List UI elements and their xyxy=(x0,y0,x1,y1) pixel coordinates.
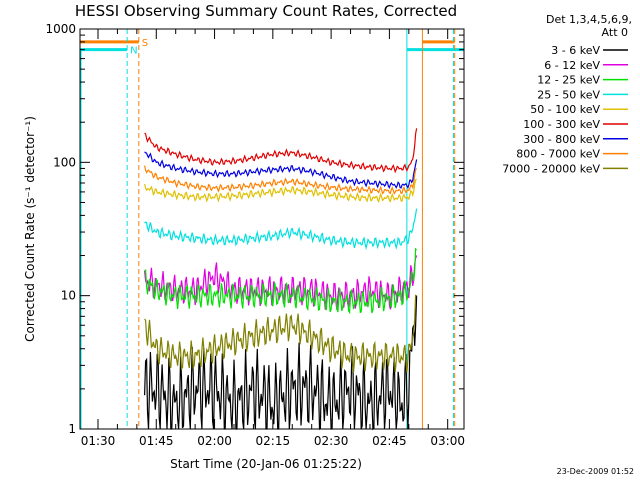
legend-entry-label: 12 - 25 keV xyxy=(537,74,600,87)
legend-entry-label: 100 - 300 keV xyxy=(523,118,600,131)
x-tick-label: 02:30 xyxy=(314,434,349,448)
x-tick-label: 01:30 xyxy=(81,434,116,448)
series-line-0 xyxy=(144,295,418,431)
legend-entry-label: 300 - 800 keV xyxy=(523,133,600,146)
plot-frame xyxy=(79,28,465,430)
x-axis-label: Start Time (20-Jan-06 01:25:22) xyxy=(170,457,362,471)
series-line-2 xyxy=(144,247,418,315)
series-line-7 xyxy=(144,165,418,195)
series-line-5 xyxy=(144,128,418,174)
y-axis-ticks: 1 10 100 1000 xyxy=(45,22,464,436)
legend-header-1: Det 1,3,4,5,6,9, xyxy=(546,13,632,26)
y-axis-label: Corrected Count Rate (s⁻¹ detector⁻¹) xyxy=(23,116,37,342)
legend: Det 1,3,4,5,6,9, Att 0 3 - 6 keV 6 - 12 k… xyxy=(502,13,632,175)
legend-entry-label: 6 - 12 keV xyxy=(544,59,600,72)
y-tick-label: 10 xyxy=(61,289,76,303)
x-tick-label: 02:00 xyxy=(197,434,232,448)
series-lines xyxy=(144,128,418,431)
timestamp: 23-Dec-2009 01:52 xyxy=(557,467,634,476)
marker-label-S: S xyxy=(142,38,148,49)
x-tick-label: 02:15 xyxy=(256,434,291,448)
x-tick-label: 03:00 xyxy=(430,434,465,448)
x-tick-label: 02:45 xyxy=(372,434,407,448)
legend-entry-label: 25 - 50 keV xyxy=(537,88,600,101)
y-tick-label: 1 xyxy=(68,422,76,436)
legend-header-2: Att 0 xyxy=(602,26,628,39)
legend-entry-label: 7000 - 20000 keV xyxy=(502,162,600,175)
marker-label-N: N xyxy=(130,46,137,57)
series-line-8 xyxy=(144,294,417,373)
y-tick-label: 1000 xyxy=(45,22,76,36)
series-line-4 xyxy=(144,178,418,203)
legend-entry-label: 3 - 6 keV xyxy=(551,44,600,57)
legend-entry-label: 800 - 7000 keV xyxy=(516,148,600,161)
y-tick-label: 100 xyxy=(53,155,76,169)
series-line-3 xyxy=(144,208,418,251)
legend-entry-label: 50 - 100 keV xyxy=(530,103,600,116)
event-vlines xyxy=(80,29,456,429)
series-line-6 xyxy=(144,151,418,190)
x-axis-ticks: 01:30 01:45 02:00 02:15 02:30 02:45 03:00 xyxy=(81,29,465,448)
chart-title: HESSI Observing Summary Count Rates, Cor… xyxy=(75,2,457,20)
x-tick-label: 01:45 xyxy=(139,434,174,448)
